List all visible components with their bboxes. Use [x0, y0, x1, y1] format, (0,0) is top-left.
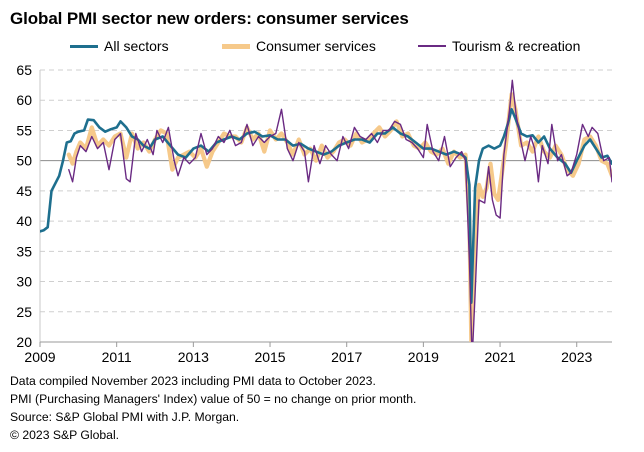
chart-title: Global PMI sector new orders: consumer s…: [10, 9, 409, 28]
footnote-copyright: © 2023 S&P Global.: [10, 428, 120, 442]
legend-item-consumer-services: Consumer services: [222, 38, 376, 54]
y-tick-label: 55: [16, 122, 32, 138]
legend-label-all-sectors: All sectors: [104, 38, 169, 54]
y-tick-label: 25: [16, 304, 32, 320]
footnote-source: Source: S&P Global PMI with J.P. Morgan.: [10, 410, 240, 424]
y-tick-label: 60: [16, 92, 32, 108]
y-tick-label: 50: [16, 153, 32, 169]
y-tick-label: 45: [16, 183, 32, 199]
legend-item-all-sectors: All sectors: [70, 38, 169, 54]
x-tick-label: 2013: [178, 349, 209, 365]
legend-item-tourism-recreation: Tourism & recreation: [418, 38, 580, 54]
footnotes: Data compiled November 2023 including PM…: [10, 372, 416, 444]
footnote-pmi-definition: PMI (Purchasing Managers' Index) value o…: [10, 392, 417, 406]
legend-label-consumer-services: Consumer services: [256, 38, 376, 54]
series-line-consumer-services: [66, 92, 612, 342]
legend-swatch-tourism-recreation: [418, 45, 446, 47]
gridlines: [40, 69, 612, 313]
x-tick-label: 2023: [561, 349, 592, 365]
y-tick-label: 30: [16, 274, 32, 290]
line-chart: 20 25 30 35 40 45 50 55 60 65 2009 2011 2013 2015 201…: [16, 62, 612, 365]
x-tick-label: 2017: [331, 349, 362, 365]
x-tick-label: 2009: [24, 349, 55, 365]
legend-swatch-consumer-services: [222, 43, 250, 49]
series-lines: [40, 79, 612, 342]
y-tick-label: 35: [16, 243, 32, 259]
chart-legend: All sectors Consumer services Tourism & …: [0, 38, 644, 58]
x-tick-label: 2011: [102, 349, 132, 365]
legend-swatch-all-sectors: [70, 44, 98, 48]
legend-label-tourism-recreation: Tourism & recreation: [452, 38, 581, 54]
x-axis: 2009 2011 2013 2015 2017 2019 2021 2023: [24, 341, 612, 365]
y-tick-label: 20: [16, 334, 32, 350]
series-line-all-sectors: [40, 108, 612, 304]
y-axis: 20 25 30 35 40 45 50 55 60 65: [16, 62, 41, 350]
footnote-data-compiled: Data compiled November 2023 including PM…: [10, 374, 376, 388]
series-line-tourism-recreation: [68, 79, 612, 342]
x-tick-label: 2019: [408, 349, 439, 365]
x-tick-label: 2015: [254, 349, 285, 365]
x-tick-label: 2021: [484, 349, 515, 365]
y-tick-label: 40: [16, 213, 32, 229]
y-tick-label: 65: [16, 62, 32, 78]
